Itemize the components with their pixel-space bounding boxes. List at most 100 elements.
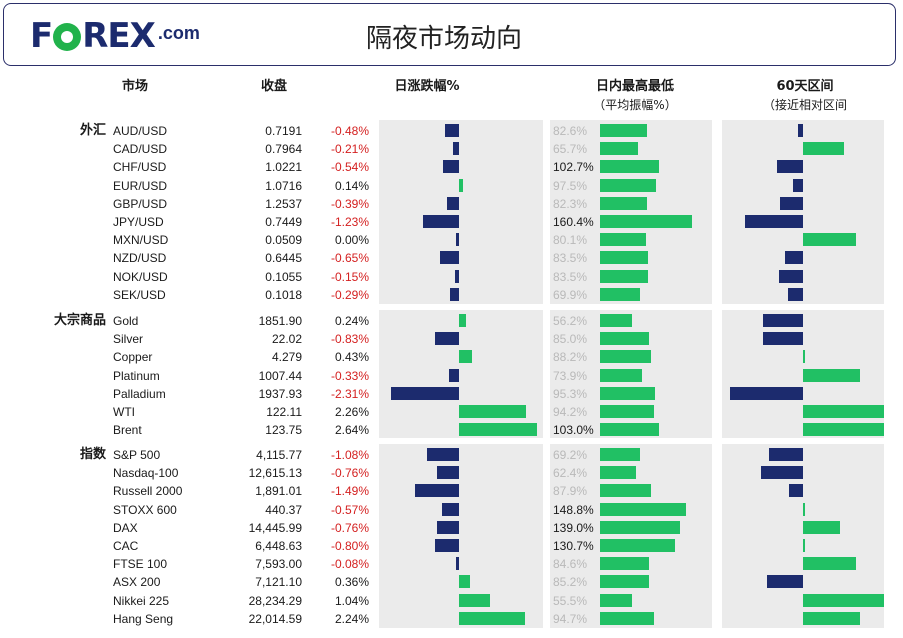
table-row[interactable]: WTI 122.11 2.26% 94.2%: [0, 403, 903, 421]
amplitude-percent: 55.5%: [553, 593, 588, 608]
table-row[interactable]: Brent 123.75 2.64% 103.0%: [0, 421, 903, 439]
range60-subtitle: （接近相对区间: [762, 98, 847, 112]
daily-change-bar: [456, 233, 459, 247]
amplitude-percent: 65.7%: [553, 142, 588, 157]
table-row[interactable]: SEK/USD 0.1018 -0.29% 69.9%: [0, 286, 903, 304]
instrument-name: Silver: [113, 332, 144, 347]
range60-bar: [803, 539, 805, 552]
range60-bar: [803, 423, 884, 437]
table-row[interactable]: AUD/USD 0.7191 -0.48% 82.6%: [0, 122, 903, 140]
change-percent: -0.80%: [330, 539, 369, 553]
daily-change-bar: [452, 142, 459, 156]
close-value: 1,891.01: [255, 484, 302, 499]
column-header-range60: 60天区间 （接近相对区间: [740, 78, 870, 114]
table-row[interactable]: GBP/USD 1.2537 -0.39% 82.3%: [0, 195, 903, 213]
range60-bar: [762, 314, 803, 327]
close-value: 22.02: [271, 332, 302, 347]
table-row[interactable]: CAD/USD 0.7964 -0.21% 65.7%: [0, 140, 903, 158]
daily-change-bar: [439, 251, 459, 265]
table-row[interactable]: Russell 2000 1,891.01 -1.49% 87.9%: [0, 482, 903, 500]
table-row[interactable]: Copper 4.279 0.43% 88.2%: [0, 348, 903, 366]
close-value: 0.1018: [265, 287, 302, 302]
amplitude-percent: 69.2%: [553, 448, 588, 462]
amplitude-bar: [600, 314, 633, 327]
amplitude-bar: [600, 557, 649, 571]
daily-change-bar: [415, 484, 459, 498]
table-row[interactable]: NOK/USD 0.1055 -0.15% 83.5%: [0, 268, 903, 286]
close-value: 1.2537: [265, 196, 302, 211]
amplitude-percent: 80.1%: [553, 233, 588, 248]
amplitude-bar: [600, 466, 636, 480]
table-row[interactable]: MXN/USD 0.0509 0.00% 80.1%: [0, 231, 903, 249]
close-value: 0.1055: [265, 269, 302, 284]
amplitude-bar: [600, 142, 638, 156]
change-percent: -0.29%: [330, 287, 369, 302]
table-row[interactable]: JPY/USD 0.7449 -1.23% 160.4%: [0, 213, 903, 231]
close-value: 123.75: [265, 423, 302, 438]
amplitude-bar: [600, 575, 649, 589]
amplitude-bar: [600, 350, 651, 364]
range60-title: 60天区间: [776, 79, 834, 94]
change-percent: -0.08%: [330, 557, 369, 572]
amplitude-percent: 62.4%: [553, 466, 588, 481]
table-row[interactable]: Gold 1851.90 0.24% 56.2%: [0, 312, 903, 330]
table-row[interactable]: ASX 200 7,121.10 0.36% 85.2%: [0, 573, 903, 591]
column-header-intraday: 日内最高最低 （平均振幅%）: [560, 78, 710, 114]
change-percent: 0.00%: [334, 233, 369, 248]
range60-bar: [787, 287, 803, 301]
close-value: 0.7191: [265, 124, 302, 138]
daily-change-bar: [436, 466, 459, 480]
daily-change-bar: [449, 368, 459, 382]
amplitude-percent: 94.7%: [553, 611, 588, 626]
daily-change-bar: [435, 539, 459, 552]
column-header-close: 收盘: [260, 79, 287, 94]
table-row[interactable]: Platinum 1007.44 -0.33% 73.9%: [0, 367, 903, 385]
daily-change-bar: [443, 160, 459, 174]
change-percent: 1.04%: [334, 593, 369, 608]
table-row[interactable]: S&P 500 4,115.77 -1.08% 69.2%: [0, 446, 903, 464]
close-value: 12,615.13: [248, 466, 302, 481]
amplitude-percent: 85.2%: [553, 575, 588, 590]
instrument-name: Palladium: [113, 386, 166, 401]
instrument-name: MXN/USD: [113, 233, 169, 248]
amplitude-percent: 82.3%: [553, 196, 588, 211]
logo-word-right: REX: [82, 16, 156, 56]
instrument-name: SEK/USD: [113, 287, 166, 302]
intraday-subtitle: （平均振幅%）: [593, 98, 677, 112]
change-percent: 0.43%: [334, 350, 369, 365]
table-row[interactable]: EUR/USD 1.0716 0.14% 97.5%: [0, 177, 903, 195]
daily-change-bar: [459, 611, 526, 625]
table-row[interactable]: NZD/USD 0.6445 -0.65% 83.5%: [0, 249, 903, 267]
table-row[interactable]: Nikkei 225 28,234.29 1.04% 55.5%: [0, 592, 903, 610]
logo-word-left: F: [30, 16, 53, 56]
instrument-name: JPY/USD: [113, 215, 164, 229]
range60-bar: [803, 611, 860, 625]
page-title: 隔夜市场动向: [366, 24, 523, 54]
instrument-name: GBP/USD: [113, 196, 168, 211]
amplitude-percent: 130.7%: [553, 539, 594, 553]
amplitude-percent: 95.3%: [553, 386, 588, 401]
table-row[interactable]: Palladium 1937.93 -2.31% 95.3%: [0, 385, 903, 403]
daily-change-bar: [444, 124, 459, 137]
range60-bar: [798, 124, 803, 137]
table-row[interactable]: Hang Seng 22,014.59 2.24% 94.7%: [0, 610, 903, 628]
range60-bar: [803, 593, 884, 607]
amplitude-bar: [600, 405, 655, 418]
instrument-name: CHF/USD: [113, 160, 167, 175]
forex-logo[interactable]: F REX .com: [30, 16, 200, 56]
group-label: 外汇: [79, 123, 106, 138]
table-row[interactable]: CAC 6,448.63 -0.80% 130.7%: [0, 537, 903, 555]
amplitude-bar: [600, 215, 693, 228]
amplitude-bar: [600, 502, 686, 516]
table-row[interactable]: DAX 14,445.99 -0.76% 139.0%: [0, 519, 903, 537]
change-percent: -0.54%: [330, 160, 369, 175]
daily-change-bar: [442, 502, 459, 516]
instrument-name: Gold: [113, 314, 139, 328]
table-row[interactable]: Silver 22.02 -0.83% 85.0%: [0, 330, 903, 348]
daily-change-bar: [459, 405, 526, 418]
table-row[interactable]: CHF/USD 1.0221 -0.54% 102.7%: [0, 158, 903, 176]
amplitude-bar: [600, 332, 649, 346]
table-row[interactable]: STOXX 600 440.37 -0.57% 148.8%: [0, 501, 903, 519]
table-row[interactable]: Nasdaq-100 12,615.13 -0.76% 62.4%: [0, 464, 903, 482]
table-row[interactable]: FTSE 100 7,593.00 -0.08% 84.6%: [0, 555, 903, 573]
